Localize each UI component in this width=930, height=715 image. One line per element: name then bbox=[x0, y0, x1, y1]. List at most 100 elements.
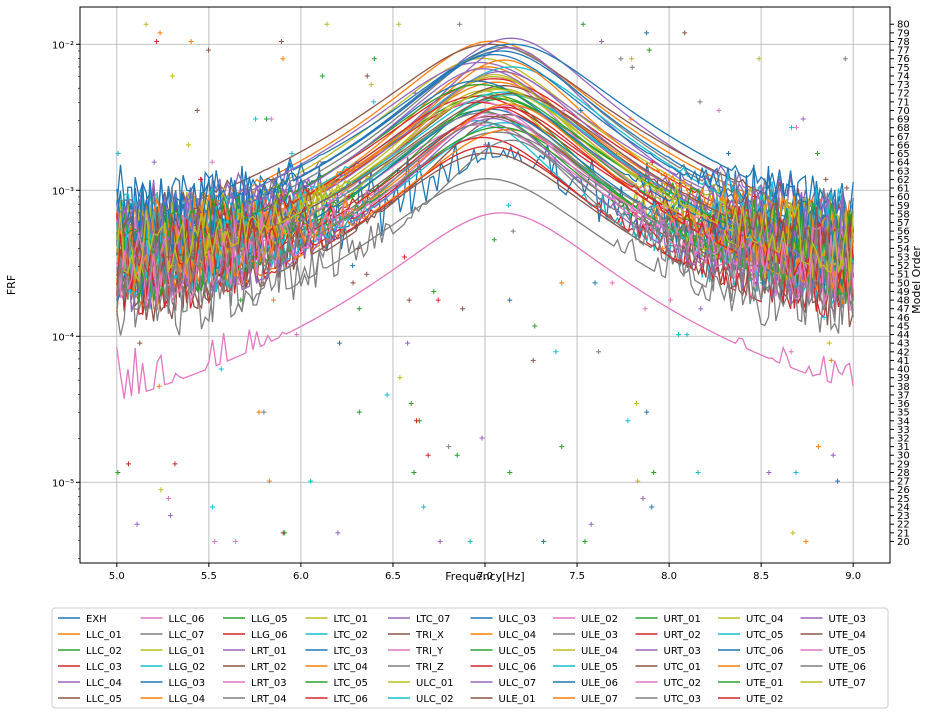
axes: 5.0 5.5 6.0 6.5 7.0 7.5 8.0 8.5 9.0 10⁻⁵ 10⁻⁴ 10⁻³ 1… bbox=[52, 20, 910, 582]
x-tick-label: 7.5 bbox=[569, 571, 585, 582]
x-tick-label: 9.0 bbox=[845, 571, 861, 582]
legend-label: LLG_03 bbox=[169, 678, 206, 689]
stability-marker bbox=[280, 56, 286, 62]
y2-tick-label: 78 bbox=[897, 37, 910, 48]
stability-marker bbox=[412, 90, 418, 96]
legend-box bbox=[51, 607, 889, 709]
stability-marker bbox=[156, 383, 162, 389]
stability-marker bbox=[726, 151, 732, 157]
stability-marker bbox=[350, 194, 356, 200]
stability-marker bbox=[431, 288, 437, 294]
stability-marker bbox=[823, 254, 829, 260]
stability-marker bbox=[541, 538, 547, 544]
stability-marker bbox=[115, 151, 121, 157]
stability-marker bbox=[212, 538, 218, 544]
stability-marker bbox=[151, 159, 157, 165]
legend-label: ULE_04 bbox=[581, 646, 618, 657]
y2-tick-label: 31 bbox=[897, 442, 910, 453]
series-line-ulc_06 bbox=[116, 136, 854, 315]
y2-tick-label: 77 bbox=[897, 46, 910, 57]
stability-marker bbox=[166, 254, 172, 260]
y2-tick-label: 20 bbox=[897, 537, 910, 548]
legend-label: UTC_06 bbox=[746, 646, 784, 657]
stability-marker bbox=[289, 151, 295, 157]
stability-marker bbox=[800, 116, 806, 122]
y-tick-label: 10⁻³ bbox=[52, 186, 74, 197]
stability-marker bbox=[759, 280, 765, 286]
y2-tick-label: 25 bbox=[897, 494, 910, 505]
legend-label: ULE_06 bbox=[581, 678, 618, 689]
y2-tick-label: 39 bbox=[897, 373, 910, 384]
stability-marker bbox=[793, 125, 799, 131]
y2-tick-label: 40 bbox=[897, 365, 910, 376]
y2-tick-label: 26 bbox=[897, 485, 910, 496]
stability-marker bbox=[319, 73, 325, 79]
legend-label: LLG_06 bbox=[251, 630, 288, 641]
legend-label: LTC_06 bbox=[334, 694, 368, 705]
y2-tick-label: 52 bbox=[897, 261, 910, 272]
stability-marker bbox=[644, 30, 650, 36]
y2-tick-label: 22 bbox=[897, 520, 910, 531]
series-layer bbox=[116, 37, 854, 399]
stability-marker bbox=[823, 176, 829, 182]
series-line-ule_03 bbox=[116, 139, 854, 328]
stability-marker bbox=[481, 73, 487, 79]
stability-marker bbox=[355, 245, 361, 251]
stability-marker bbox=[280, 530, 286, 536]
y2-tick-label: 79 bbox=[897, 28, 910, 39]
stability-marker bbox=[629, 64, 635, 70]
legend-label: LTC_02 bbox=[334, 630, 368, 641]
x-tick-label: 5.0 bbox=[109, 571, 125, 582]
stability-marker bbox=[154, 38, 160, 44]
stability-marker bbox=[667, 297, 673, 303]
x-tick-label: 7.0 bbox=[477, 571, 493, 582]
stability-marker bbox=[599, 38, 605, 44]
y2-tick-label: 41 bbox=[897, 356, 910, 367]
stability-marker bbox=[152, 211, 158, 217]
stability-marker bbox=[350, 263, 356, 269]
y2-tick-label: 46 bbox=[897, 313, 910, 324]
stability-marker bbox=[697, 99, 703, 105]
stability-marker bbox=[695, 469, 701, 475]
legend-label: LRT_01 bbox=[251, 646, 287, 657]
stability-marker bbox=[629, 56, 635, 62]
stability-marker bbox=[128, 288, 134, 294]
legend-label: ULE_05 bbox=[581, 662, 618, 673]
stability-marker bbox=[642, 306, 648, 312]
x-tick-label: 8.0 bbox=[661, 571, 677, 582]
y2-tick-label: 29 bbox=[897, 459, 910, 470]
stability-marker bbox=[813, 280, 819, 286]
y2-tick-label: 58 bbox=[897, 209, 910, 220]
y2-tick-label: 23 bbox=[897, 511, 910, 522]
legend-label: ULE_01 bbox=[499, 694, 536, 705]
stability-marker bbox=[209, 159, 215, 165]
legend-label: LTC_03 bbox=[334, 646, 368, 657]
stability-marker bbox=[371, 99, 377, 105]
stability-marker bbox=[815, 444, 821, 450]
stability-marker bbox=[580, 21, 586, 27]
y2-tick-label: 32 bbox=[897, 434, 910, 445]
stability-marker bbox=[793, 469, 799, 475]
stability-marker bbox=[789, 125, 795, 131]
stability-marker bbox=[157, 30, 163, 36]
series-line-ute_02 bbox=[116, 106, 854, 299]
legend-label: EXH bbox=[86, 614, 107, 625]
legend-label: LTC_04 bbox=[334, 662, 368, 673]
stability-marker bbox=[395, 168, 401, 174]
stability-marker bbox=[261, 409, 267, 415]
stability-marker bbox=[411, 469, 417, 475]
stability-marker bbox=[625, 418, 631, 424]
stability-marker bbox=[457, 21, 463, 27]
stability-marker bbox=[683, 202, 689, 208]
stability-marker bbox=[582, 538, 588, 544]
stability-marker bbox=[350, 280, 356, 286]
stability-marker bbox=[186, 142, 192, 148]
series-line-ute_07 bbox=[116, 88, 854, 284]
y-tick-label: 10⁻⁴ bbox=[52, 332, 74, 343]
legend-label: ULE_02 bbox=[581, 614, 618, 625]
stability-marker bbox=[158, 487, 164, 493]
stability-marker bbox=[842, 56, 848, 62]
legend-label: LTC_01 bbox=[334, 614, 368, 625]
y2-tick-label: 57 bbox=[897, 218, 910, 229]
